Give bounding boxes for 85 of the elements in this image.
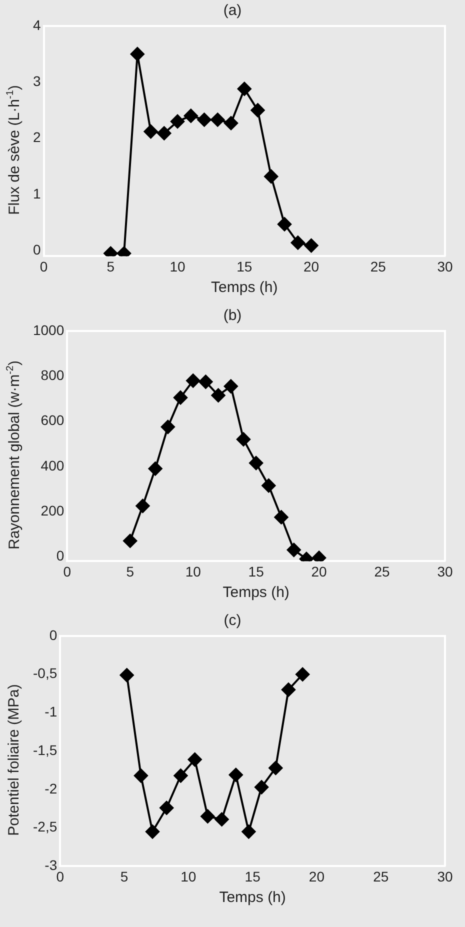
point (304, 238, 318, 253)
chart-title: (b) (223, 307, 242, 324)
point (281, 682, 296, 697)
y-tick-label: 600 (40, 412, 64, 428)
y-tick-label: 200 (40, 502, 64, 518)
y-axis-title: Potentiel foliaire (MPa) (6, 684, 22, 836)
point (264, 169, 278, 184)
x-tick-label: 15 (248, 563, 264, 580)
x-tick-label: 15 (236, 258, 252, 274)
point (174, 390, 188, 405)
point (224, 379, 238, 394)
point (198, 374, 213, 389)
point (145, 824, 160, 839)
x-tick-label: 5 (106, 258, 115, 274)
x-tick-label: 25 (370, 258, 386, 274)
y-tick-label: 0 (56, 548, 64, 564)
point (210, 112, 225, 127)
x-tick-label: 5 (120, 868, 128, 884)
x-tick-label: 10 (180, 868, 196, 884)
x-tick-label: 30 (437, 563, 453, 580)
y-tick-label: 0 (49, 626, 58, 643)
point (170, 114, 185, 128)
y-tick-label: -2,5 (33, 818, 58, 835)
y-tick-label: 4 (32, 16, 41, 33)
x-tick-label: 20 (308, 868, 325, 884)
point (211, 388, 226, 402)
x-tick-label: 25 (374, 563, 390, 580)
x-axis-title: Temps (h) (211, 279, 278, 296)
point (242, 824, 256, 839)
point (228, 768, 243, 782)
point (236, 432, 250, 446)
point (254, 780, 269, 794)
x-axis-title: Temps (h) (219, 889, 286, 906)
x-tick-label: 20 (303, 258, 320, 274)
point (296, 667, 310, 682)
y-tick-label: -3 (44, 857, 58, 874)
x-axis-title: Temps (h) (222, 584, 290, 602)
x-tick-label: 30 (437, 868, 453, 884)
x-tick-label: 5 (126, 563, 134, 580)
x-tick-label: 25 (373, 868, 389, 884)
point (200, 809, 215, 824)
point (278, 217, 292, 232)
x-tick-label: 10 (185, 563, 202, 580)
point (144, 124, 158, 139)
chart-title: (c) (224, 612, 242, 629)
point (160, 420, 175, 434)
point (290, 236, 305, 250)
point (274, 510, 288, 524)
point (136, 498, 150, 513)
y-tick-label: -0,5 (33, 665, 58, 682)
y-tick-label: 1 (32, 185, 41, 202)
point (286, 542, 301, 557)
point (197, 112, 212, 127)
x-tick-label: 10 (170, 258, 186, 274)
point (120, 668, 134, 682)
point (188, 752, 202, 767)
y-tick-label: -1 (44, 704, 58, 720)
point (237, 82, 252, 96)
point (249, 456, 264, 470)
x-tick-label: 30 (437, 258, 453, 274)
y-tick-label: -2 (44, 780, 58, 796)
y-tick-label: 2 (32, 129, 41, 146)
point (130, 47, 144, 62)
y-tick-label: -1,5 (33, 742, 58, 758)
chart-title: (a) (223, 2, 242, 19)
point (157, 126, 172, 140)
point (262, 478, 276, 493)
point (160, 800, 174, 815)
point (148, 462, 162, 476)
point (123, 534, 138, 548)
x-tick-label: 15 (244, 868, 261, 884)
point (268, 760, 283, 775)
point (174, 768, 188, 783)
point (250, 103, 265, 118)
y-tick-label: 1000 (32, 322, 64, 338)
y-tick-label: 800 (40, 366, 64, 383)
point (186, 374, 200, 388)
y-tick-label: 3 (32, 73, 41, 90)
y-tick-label: 0 (32, 241, 41, 258)
x-tick-label: 20 (311, 563, 328, 580)
point (214, 812, 229, 826)
point (134, 768, 148, 783)
point (184, 108, 198, 123)
y-tick-label: 400 (40, 457, 64, 474)
point (224, 116, 238, 130)
